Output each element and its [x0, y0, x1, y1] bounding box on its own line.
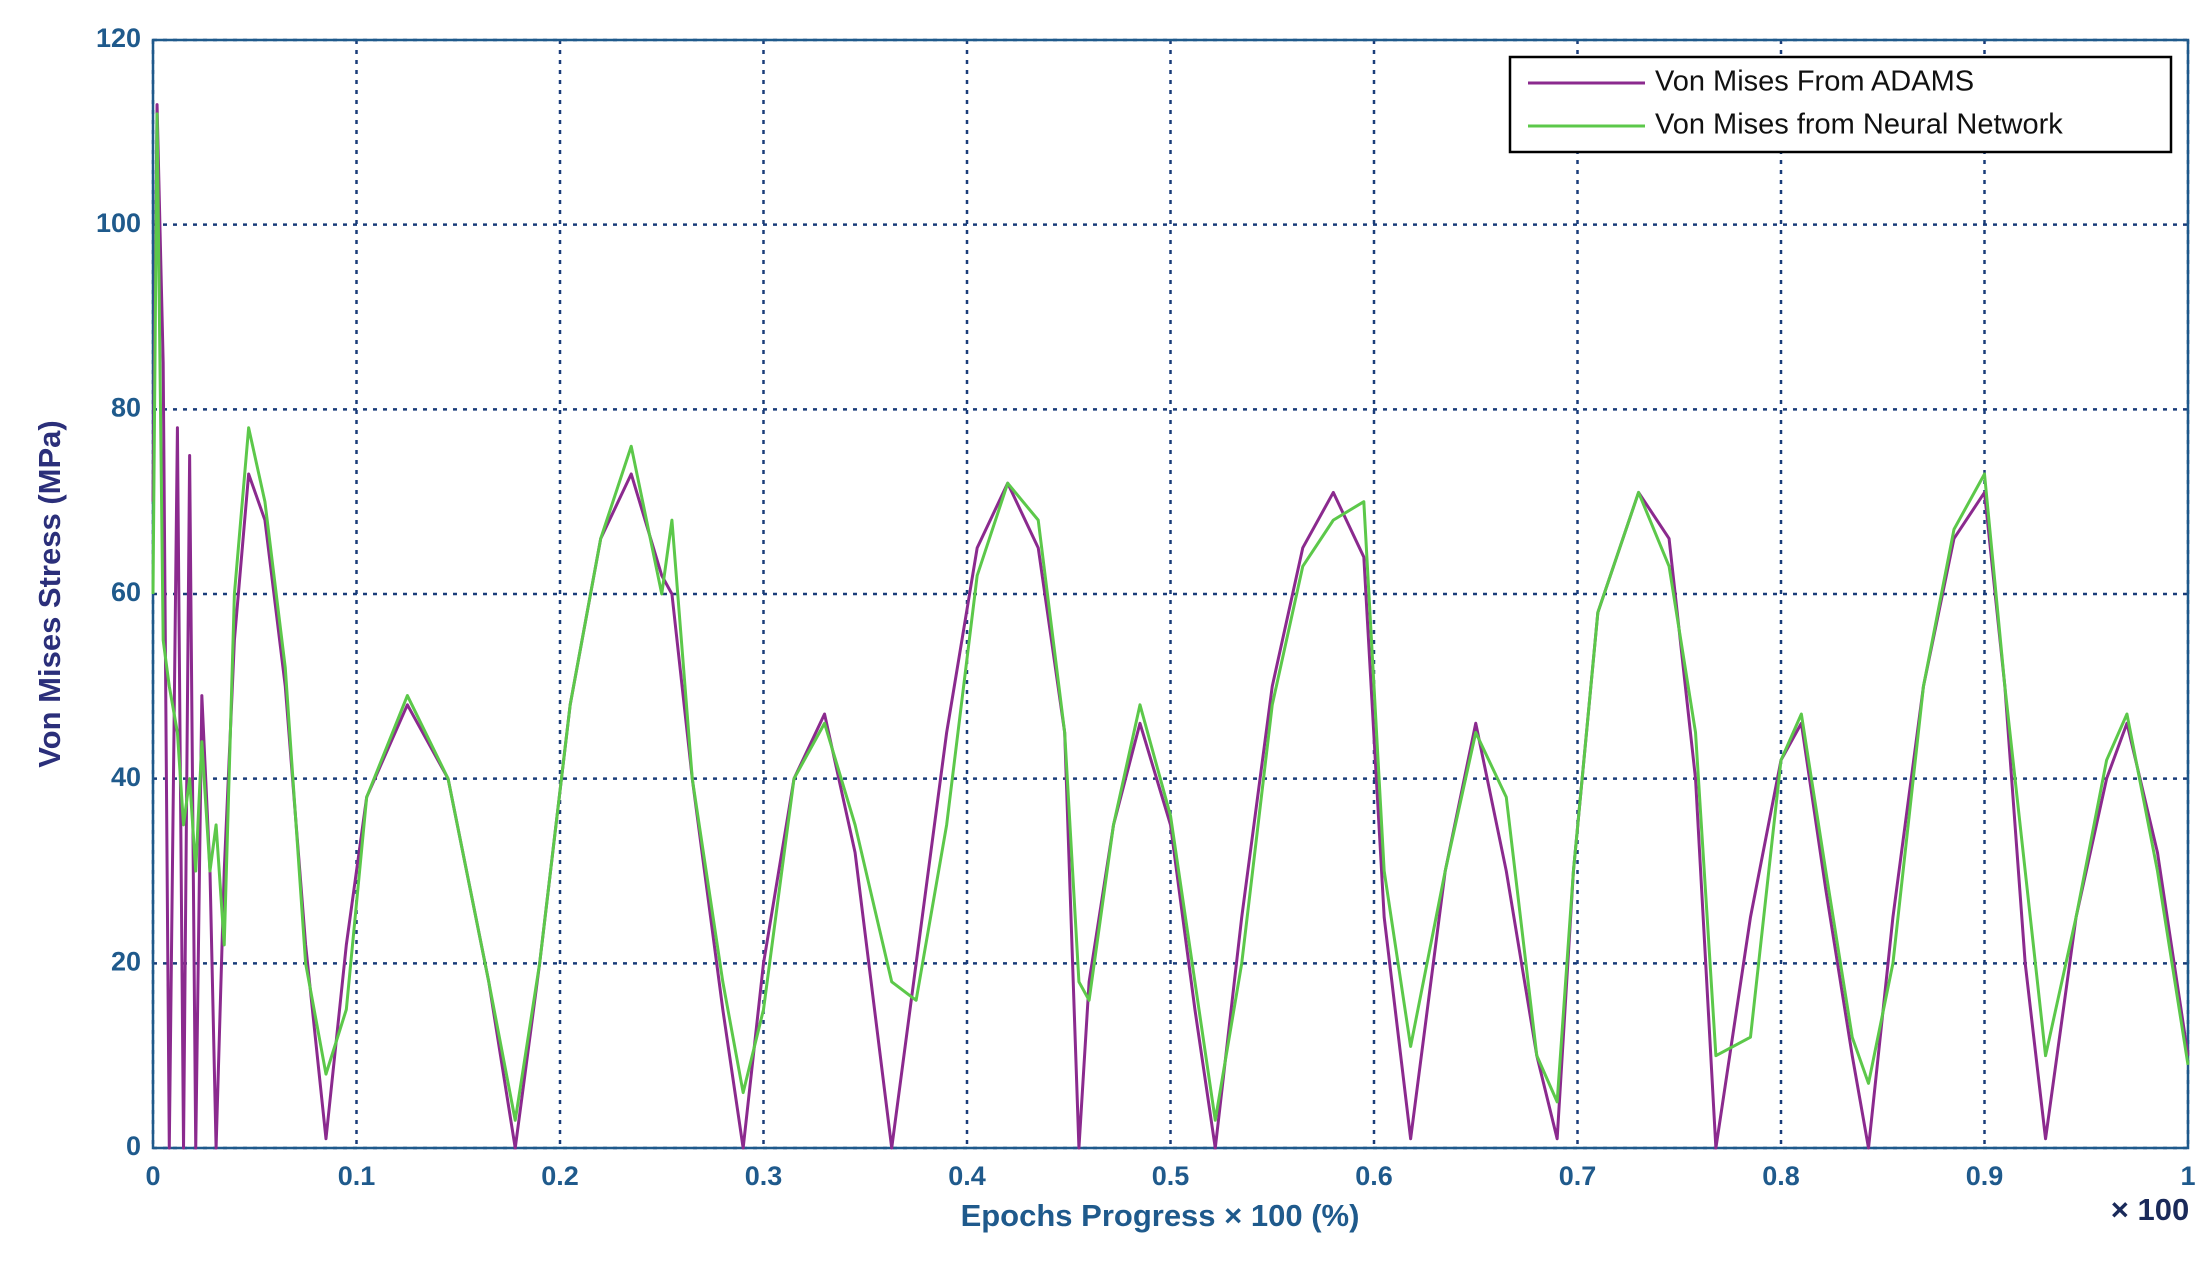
- x-tick-label: 0.8: [1762, 1161, 1800, 1191]
- x-axis-label: Epochs Progress × 100 (%): [961, 1198, 1360, 1233]
- y-tick-label: 0: [126, 1131, 141, 1161]
- legend-label: Von Mises from Neural Network: [1655, 109, 2063, 141]
- x-tick-label: 0.9: [1966, 1161, 2004, 1191]
- y-axis-label: Von Mises Stress (MPa): [32, 420, 67, 767]
- y-tick-label: 100: [96, 208, 141, 238]
- x-tick-label: 0.4: [948, 1161, 986, 1191]
- x-tick-label: 0.1: [338, 1161, 376, 1191]
- x-tick-label: 1: [2180, 1161, 2195, 1191]
- annotation: × 100: [2111, 1192, 2189, 1227]
- x-tick-label: 0.5: [1152, 1161, 1190, 1191]
- legend: Von Mises From ADAMS Von Mises from Neura…: [1508, 55, 2173, 154]
- x-tick-label: 0.3: [745, 1161, 783, 1191]
- legend-label: Von Mises From ADAMS: [1655, 66, 1974, 98]
- legend-box: [1508, 55, 2173, 154]
- y-tick-label: 20: [111, 946, 141, 976]
- y-tick-label: 80: [111, 392, 141, 422]
- x-tick-label: 0: [145, 1161, 160, 1191]
- y-tick-label: 40: [111, 762, 141, 792]
- x-tick-label: 0.7: [1559, 1161, 1597, 1191]
- series-line: [151, 112, 2190, 1122]
- x-tick-label: 0.6: [1355, 1161, 1393, 1191]
- y-tick-label: 60: [111, 577, 141, 607]
- x-tick-label: 0.2: [541, 1161, 579, 1191]
- y-tick-label: 120: [96, 23, 141, 53]
